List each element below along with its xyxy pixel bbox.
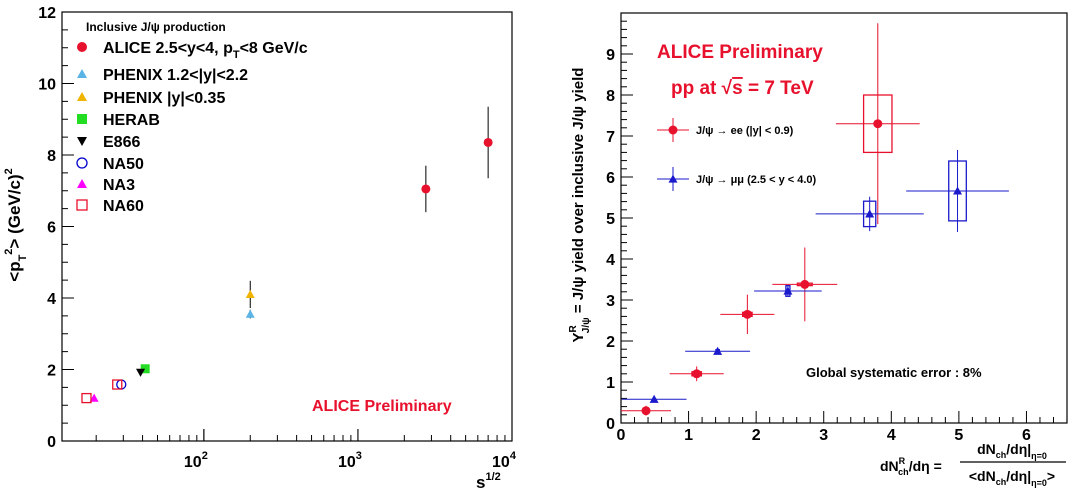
legend-marker: [77, 42, 87, 52]
data-point: [112, 379, 123, 390]
legend-label: E866: [103, 134, 140, 151]
y-tick-label: 12: [38, 5, 56, 22]
x-tick-label: 4: [887, 427, 896, 444]
legend-label: HERAB: [103, 112, 160, 129]
data-point: [873, 119, 883, 129]
legend-marker: [668, 174, 678, 183]
svg-text:dNch/dη|η=0: dNch/dη|η=0: [977, 441, 1047, 461]
data-point: [421, 184, 431, 194]
data-point: [800, 279, 810, 289]
y-tick-label: 5: [606, 211, 615, 228]
left-data-marks: [81, 106, 493, 404]
y-tick-label: 6: [606, 170, 615, 187]
x-tick-label: 2: [752, 427, 761, 444]
right-legend: J/ψ → ee (|y| < 0.9) J/ψ → μμ (2.5 < y < …: [657, 118, 817, 191]
y-tick-label: 4: [47, 291, 56, 308]
left-annotation: ALICE Preliminary: [312, 398, 452, 415]
right-header-line1: ALICE Preliminary: [657, 42, 823, 63]
legend-subscript: T: [233, 49, 240, 61]
right-header-line2: pp at √s = 7 TeV: [671, 78, 814, 99]
y-tick-label: 3: [606, 293, 615, 310]
legend-label: PHENIX 1.2<|y|<2.2: [103, 67, 248, 84]
right-y-axis-label: YR J/ψ = J/ψ yield over inclusive J/ψ yie…: [568, 68, 592, 343]
data-point: [140, 364, 150, 374]
legend-label: NA50: [103, 156, 144, 173]
left-y-axis-label: <pT2> (GeV/c)2: [3, 168, 29, 281]
left-chart: 0 2 4 6 8 10 12 102 103 104 Inclusive J/ψ product…: [3, 5, 517, 492]
left-x-axis-label: s1/2: [476, 471, 501, 492]
data-point: [89, 393, 99, 402]
legend-marker: [77, 92, 87, 101]
left-legend: Inclusive J/ψ production ALICE 2.5<y<4, …: [76, 20, 308, 215]
legend-marker: [77, 114, 87, 124]
y-tick-label: 0: [606, 416, 615, 433]
legend-label-rest: <8 GeV/c: [240, 40, 308, 57]
legend-marker: [77, 69, 87, 78]
x-tick-label: 104: [492, 450, 517, 471]
x-tick-label: 6: [1022, 427, 1031, 444]
x-tick-label: 5: [954, 427, 963, 444]
svg-text:<dNch/dη|η=0>: <dNch/dη|η=0>: [969, 468, 1055, 488]
x-tick-label: 1: [684, 427, 693, 444]
legend-marker: [77, 137, 87, 146]
y-tick-label: 2: [606, 334, 615, 351]
legend-label: PHENIX |y|<0.35: [103, 90, 225, 107]
y-tick-label: 9: [606, 47, 615, 64]
data-point: [245, 309, 255, 318]
x-tick-label: 102: [184, 450, 208, 471]
data-point: [742, 309, 752, 319]
legend-label: NA60: [103, 198, 144, 215]
legend-label: NA3: [103, 177, 135, 194]
legend-marker: [77, 179, 87, 188]
right-annotation: Global systematic error : 8%: [806, 365, 982, 380]
svg-text:YRJ/ψ = J/ψ yield over inclusi: YR J/ψ = J/ψ yield over inclusive J/ψ yie…: [568, 68, 592, 343]
legend-label: ALICE 2.5<y<4, pT<8 GeV/c: [103, 40, 308, 61]
legend-marker: [76, 157, 88, 169]
syst-box: [862, 200, 877, 228]
data-point: [483, 137, 493, 147]
x-tick-label: 0: [617, 427, 626, 444]
y-tick-label: 1: [606, 375, 615, 392]
left-legend-header: Inclusive J/ψ production: [86, 20, 226, 34]
x-tick-label: 103: [338, 450, 362, 471]
x-tick-exponent: 3: [356, 450, 362, 462]
syst-box: [862, 94, 893, 154]
data-point: [783, 286, 793, 295]
y-tick-label: 8: [47, 148, 56, 165]
svg-text:<pT2> (GeV/c)2: <pT2> (GeV/c)2: [3, 168, 29, 281]
y-tick-label: 7: [606, 129, 615, 146]
right-data-marks: [621, 23, 1009, 416]
data-point: [649, 394, 659, 403]
y-tick-label: 0: [47, 434, 56, 451]
data-point: [136, 368, 146, 377]
data-point: [692, 369, 702, 379]
right-plot-frame: [620, 12, 1068, 424]
y-tick-label: 6: [47, 220, 56, 237]
right-axis-ticks: 0 1 2 3 4 5 6 7 8 9 0 1 2 3 4 5 6: [606, 20, 1054, 444]
legend-label: J/ψ → ee (|y| < 0.9): [696, 125, 794, 137]
right-chart: 0 1 2 3 4 5 6 7 8 9 0 1 2 3 4 5 6 ALICE Preliminary pp a…: [568, 12, 1068, 488]
y-tick-label: 10: [38, 77, 56, 94]
data-point: [713, 346, 723, 355]
data-point: [245, 289, 255, 299]
syst-box: [948, 160, 967, 222]
x-tick-label: 3: [819, 427, 828, 444]
legend-marker: [76, 199, 88, 211]
legend-marker: [668, 125, 678, 135]
data-point: [865, 209, 875, 218]
data-point: [953, 186, 963, 195]
x-tick-exponent: 4: [510, 450, 517, 462]
right-x-axis-label: dNR ch/dη = dNch/dη|η=0 <dNch/dη|η=0>: [880, 441, 1066, 488]
y-tick-label: 2: [47, 363, 56, 380]
y-tick-label: 4: [606, 252, 615, 269]
data-point: [641, 406, 651, 416]
legend-label: J/ψ → μμ (2.5 < y < 4.0): [696, 174, 817, 186]
x-tick-exponent: 2: [202, 450, 208, 462]
data-point: [81, 392, 92, 404]
y-tick-label: 8: [606, 88, 615, 105]
